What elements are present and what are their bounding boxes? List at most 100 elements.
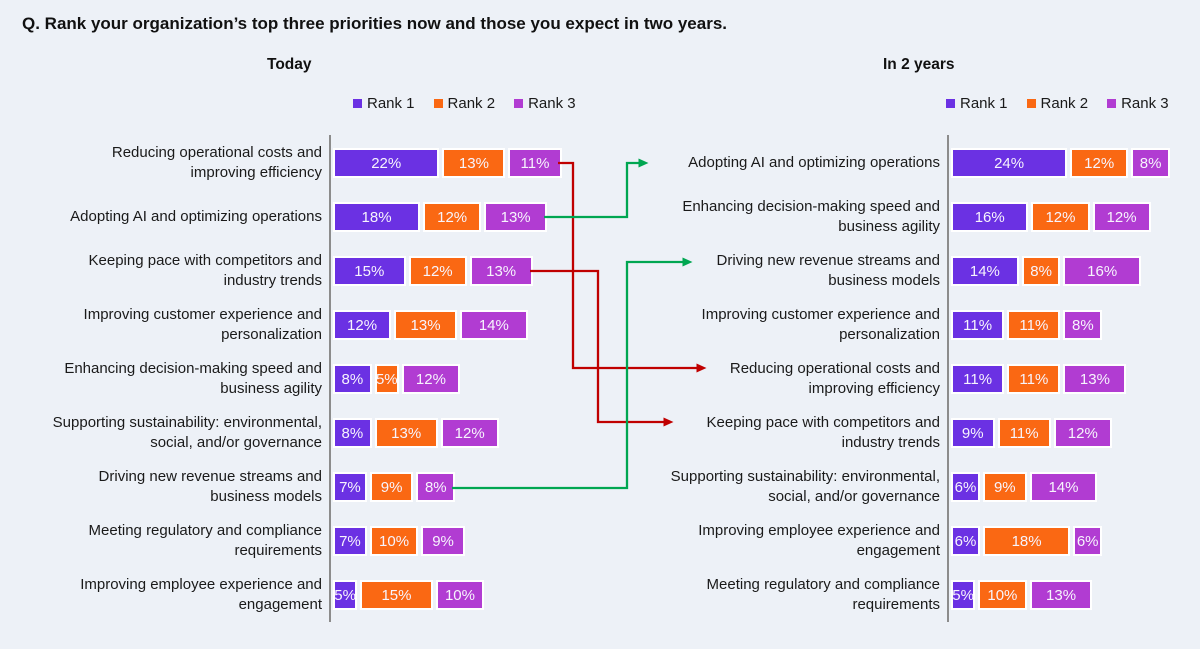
bar-segment-rank-1: 22%	[333, 148, 440, 178]
category-label: Keeping pace with competitors and indust…	[706, 414, 940, 451]
bar-segment-rank-2: 11%	[1007, 364, 1061, 394]
legend-label: Rank 3	[528, 95, 576, 112]
legend-item-rank-1: Rank 1	[353, 95, 415, 112]
bar-segment-rank-1: 5%	[333, 580, 358, 610]
bar-segment-rank-2: 9%	[983, 472, 1027, 502]
category-label: Reducing operational costs and improving…	[111, 144, 322, 181]
bar-segment-rank-3: 13%	[1063, 364, 1127, 394]
legend-item-rank-2: Rank 2	[1026, 95, 1089, 112]
bar-segment-rank-3: 6%	[1073, 526, 1103, 556]
stacked-bar: 11% 11% 13%	[951, 364, 1127, 394]
bar-segment-rank-2: 12%	[408, 256, 467, 286]
bar-segment-rank-3: 10%	[435, 580, 485, 610]
bar-segment-rank-2: 12%	[1031, 202, 1090, 232]
legend-label: Rank 2	[1040, 95, 1089, 112]
bar-segment-rank-1: 12%	[333, 310, 392, 340]
bar-segment-rank-1: 6%	[951, 472, 981, 502]
category-label: Driving new revenue streams and business…	[716, 252, 940, 289]
bar-segment-rank-2: 10%	[369, 526, 419, 556]
stacked-bar: 14% 8% 16%	[951, 256, 1141, 286]
category-label: Enhancing decision-making speed and busi…	[64, 360, 322, 397]
bar-segment-rank-3: 12%	[440, 418, 499, 448]
question-title: Q. Rank your organization’s top three pr…	[22, 14, 727, 33]
legend-swatch-rank-2	[1026, 99, 1036, 108]
stacked-bar: 7% 9% 8%	[333, 472, 456, 502]
bar-segment-rank-1: 11%	[951, 364, 1005, 394]
legend-in-2-years: Rank 1 Rank 2 Rank 3	[946, 95, 1169, 112]
legend-today: Rank 1 Rank 2 Rank 3	[353, 95, 576, 112]
stacked-bar: 6% 18% 6%	[951, 526, 1103, 556]
legend-item-rank-3: Rank 3	[514, 95, 576, 112]
category-label: Meeting regulatory and compliance requir…	[88, 522, 322, 559]
legend-swatch-rank-2	[433, 99, 443, 108]
stacked-bar: 8% 5% 12%	[333, 364, 460, 394]
category-label: Improving employee experience and engage…	[80, 576, 322, 613]
bar-segment-rank-3: 8%	[416, 472, 456, 502]
bar-segment-rank-3: 12%	[1092, 202, 1151, 232]
bar-segment-rank-3: 13%	[469, 256, 533, 286]
stacked-bar: 5% 15% 10%	[333, 580, 485, 610]
bar-segment-rank-2: 9%	[369, 472, 414, 502]
bar-segment-rank-3: 16%	[1063, 256, 1141, 286]
category-label: Adopting AI and optimizing operations	[688, 154, 940, 171]
bar-segment-rank-3: 14%	[1029, 472, 1098, 502]
chart-heading-in-2-years: In 2 years	[883, 56, 955, 73]
category-label: Reducing operational costs and improving…	[729, 360, 940, 397]
stacked-bar: 7% 10% 9%	[333, 526, 465, 556]
legend-swatch-rank-3	[1107, 99, 1117, 108]
bar-segment-rank-1: 6%	[951, 526, 981, 556]
bar-segment-rank-1: 24%	[951, 148, 1068, 178]
bar-segment-rank-1: 14%	[951, 256, 1019, 286]
bar-segment-rank-3: 12%	[1053, 418, 1112, 448]
category-label: Improving customer experience and person…	[83, 306, 322, 343]
stacked-bar: 5% 10% 13%	[951, 580, 1093, 610]
category-label: Supporting sustainability: environmental…	[670, 468, 940, 505]
category-label: Keeping pace with competitors and indust…	[88, 252, 322, 289]
bar-segment-rank-2: 11%	[997, 418, 1051, 448]
legend-item-rank-1: Rank 1	[946, 95, 1008, 112]
legend-label: Rank 2	[447, 95, 496, 112]
bar-segment-rank-3: 8%	[1063, 310, 1103, 340]
in-2-years-axis-line	[947, 135, 949, 622]
bar-segment-rank-3: 13%	[484, 202, 548, 232]
bar-segment-rank-1: 7%	[333, 472, 367, 502]
bar-segment-rank-3: 11%	[508, 148, 562, 178]
bar-segment-rank-3: 8%	[1131, 148, 1170, 178]
stacked-bar: 22% 13% 11%	[333, 148, 562, 178]
category-label: Improving customer experience and person…	[701, 306, 940, 343]
stacked-bar: 16% 12% 12%	[951, 202, 1151, 232]
bar-segment-rank-2: 12%	[423, 202, 482, 232]
bar-segment-rank-1: 5%	[951, 580, 976, 610]
stacked-bar: 6% 9% 14%	[951, 472, 1098, 502]
bar-segment-rank-1: 8%	[333, 364, 372, 394]
bar-segment-rank-1: 16%	[951, 202, 1029, 232]
category-label: Enhancing decision-making speed and busi…	[682, 198, 940, 235]
stacked-bar: 12% 13% 14%	[333, 310, 528, 340]
bar-segment-rank-2: 13%	[394, 310, 457, 340]
bar-segment-rank-3: 14%	[459, 310, 528, 340]
bar-segment-rank-2: 10%	[978, 580, 1027, 610]
driving-new-revenue-trend-up-arrow	[452, 257, 693, 490]
bar-segment-rank-2: 13%	[442, 148, 506, 178]
bar-segment-rank-1: 9%	[951, 418, 995, 448]
category-label: Supporting sustainability: environmental…	[52, 414, 322, 451]
bar-segment-rank-2: 18%	[983, 526, 1071, 556]
bar-segment-rank-2: 5%	[374, 364, 399, 394]
category-label: Improving employee experience and engage…	[698, 522, 940, 559]
legend-item-rank-2: Rank 2	[433, 95, 496, 112]
stacked-bar: 8% 13% 12%	[333, 418, 499, 448]
legend-swatch-rank-1	[946, 99, 955, 108]
legend-swatch-rank-1	[353, 99, 362, 108]
stacked-bar: 9% 11% 12%	[951, 418, 1112, 448]
bar-segment-rank-2: 13%	[374, 418, 438, 448]
today-axis-line	[329, 135, 331, 622]
stacked-bar: 18% 12% 13%	[333, 202, 548, 232]
stacked-bar: 11% 11% 8%	[951, 310, 1103, 340]
bar-segment-rank-3: 9%	[421, 526, 465, 556]
bar-segment-rank-3: 12%	[401, 364, 460, 394]
legend-label: Rank 1	[960, 95, 1008, 112]
bar-segment-rank-1: 8%	[333, 418, 372, 448]
bar-segment-rank-2: 15%	[360, 580, 433, 610]
keeping-pace-trend-down-arrow	[530, 269, 674, 427]
bar-segment-rank-2: 12%	[1070, 148, 1129, 178]
